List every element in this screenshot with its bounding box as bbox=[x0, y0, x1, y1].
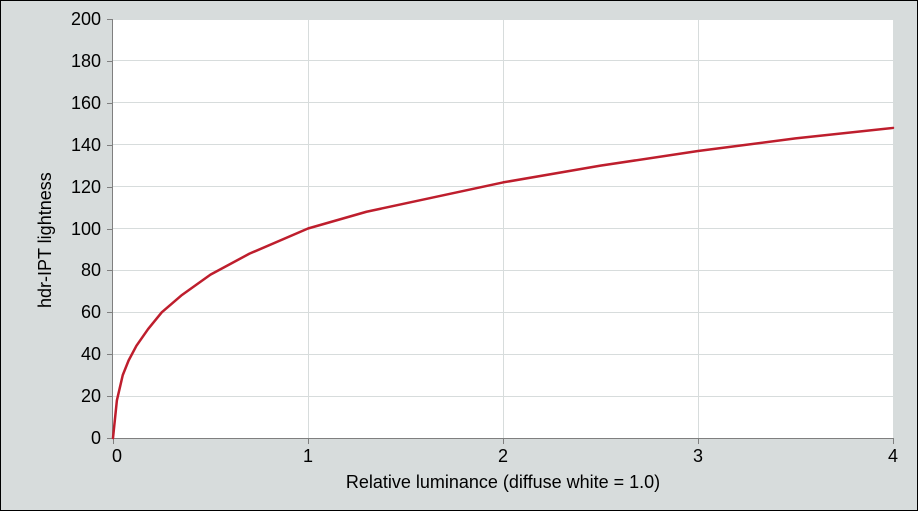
x-tick-label: 3 bbox=[693, 446, 703, 467]
chart-panel: hdr-IPT lightness Relative luminance (di… bbox=[0, 0, 918, 511]
x-axis-label: Relative luminance (diffuse white = 1.0) bbox=[346, 472, 660, 493]
x-tick-label: 2 bbox=[498, 446, 508, 467]
y-tick-label: 100 bbox=[71, 219, 101, 240]
x-tick-mark bbox=[698, 438, 699, 444]
x-tick-mark bbox=[893, 438, 894, 444]
y-tick-label: 20 bbox=[81, 386, 101, 407]
y-tick-label: 120 bbox=[71, 177, 101, 198]
chart-line-layer bbox=[113, 19, 893, 438]
y-axis-label: hdr-IPT lightness bbox=[35, 172, 56, 308]
y-tick-label: 60 bbox=[81, 302, 101, 323]
x-tick-label: 1 bbox=[303, 446, 313, 467]
y-tick-label: 180 bbox=[71, 51, 101, 72]
y-tick-label: 80 bbox=[81, 260, 101, 281]
y-tick-label: 40 bbox=[81, 344, 101, 365]
y-tick-label: 200 bbox=[71, 9, 101, 30]
data-series-line bbox=[113, 128, 893, 438]
x-tick-label: 0 bbox=[112, 446, 122, 467]
x-tick-mark bbox=[308, 438, 309, 444]
y-tick-label: 0 bbox=[91, 428, 101, 449]
x-tick-label: 4 bbox=[888, 446, 898, 467]
x-tick-mark bbox=[503, 438, 504, 444]
y-tick-label: 160 bbox=[71, 93, 101, 114]
y-tick-label: 140 bbox=[71, 135, 101, 156]
